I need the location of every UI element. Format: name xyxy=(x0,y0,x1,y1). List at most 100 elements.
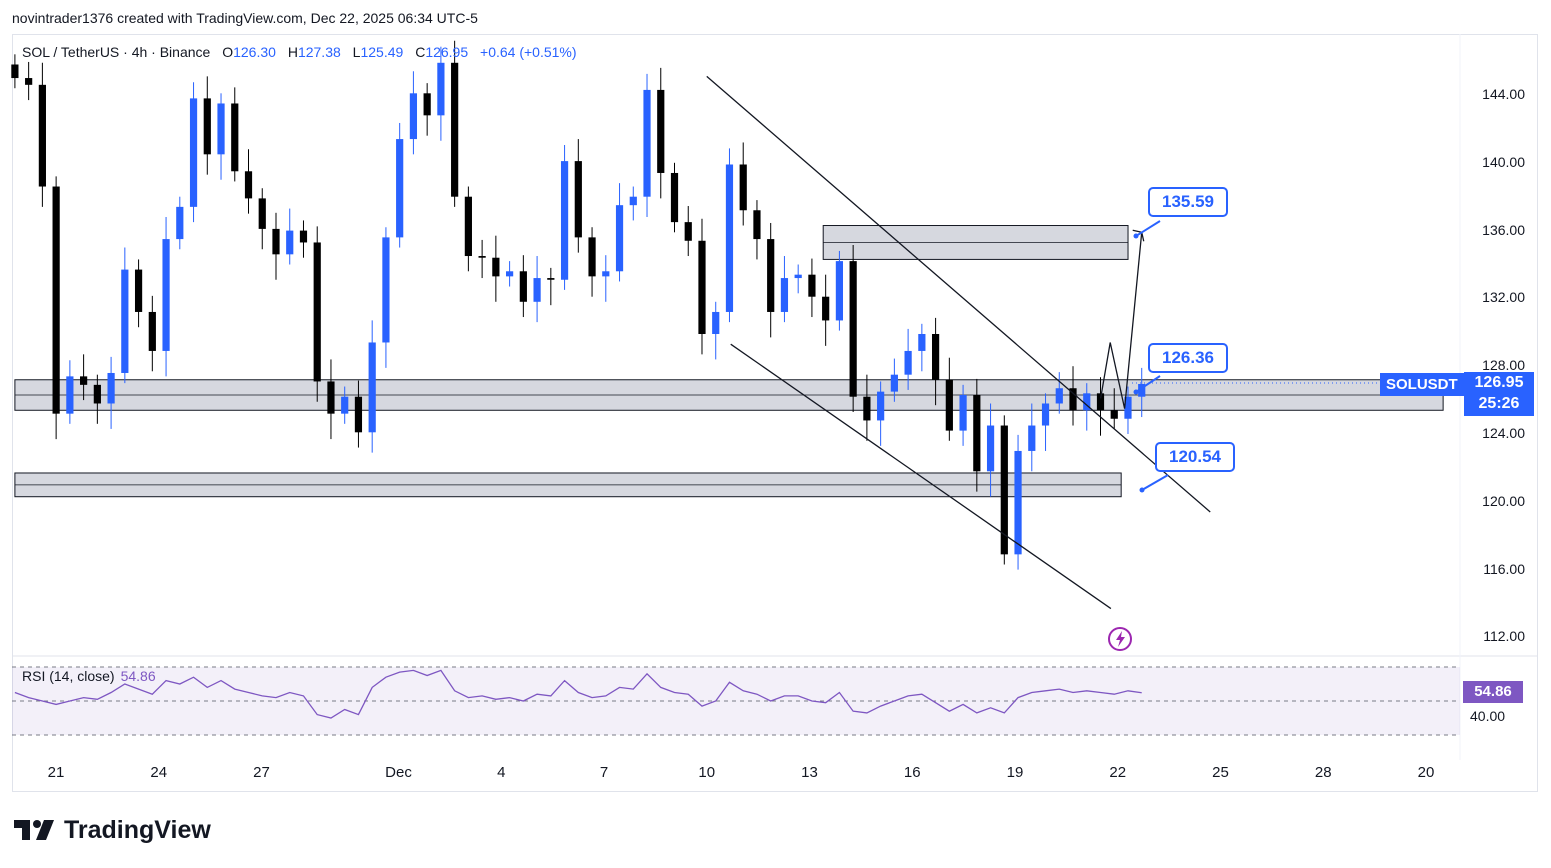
candle-body xyxy=(11,64,19,79)
candle xyxy=(382,227,390,368)
y-tick-label: 124.00 xyxy=(1482,425,1525,441)
candle xyxy=(1055,372,1063,414)
candle xyxy=(409,71,418,155)
candle xyxy=(1000,415,1008,565)
candle xyxy=(327,359,335,440)
candle-body xyxy=(354,396,363,433)
rsi-level-label: 40.00 xyxy=(1470,708,1506,724)
candle xyxy=(258,188,266,250)
x-tick-label: 21 xyxy=(47,764,65,781)
candle xyxy=(162,217,170,377)
candle xyxy=(945,357,953,441)
x-tick-label: 24 xyxy=(150,764,168,781)
candle xyxy=(835,250,844,331)
candle-body xyxy=(396,139,404,238)
change-value: +0.64 (+0.51%) xyxy=(480,44,577,60)
channel-upper-line xyxy=(706,75,1211,513)
channel-lower-line xyxy=(730,343,1112,610)
candle xyxy=(533,256,541,323)
candle xyxy=(1069,366,1077,426)
candle-body xyxy=(66,376,74,414)
tradingview-logo-icon xyxy=(14,819,54,840)
callout-anchor xyxy=(1133,389,1139,395)
candle-body xyxy=(684,222,692,241)
candle-body xyxy=(849,261,857,397)
candle-body xyxy=(25,78,33,85)
candle xyxy=(25,61,33,101)
candle xyxy=(272,212,280,280)
candle xyxy=(904,328,912,390)
candle-body xyxy=(877,391,885,421)
candle-body xyxy=(148,311,156,351)
x-tick-label: 16 xyxy=(903,764,921,781)
candle xyxy=(121,247,129,384)
callout-anchor xyxy=(1133,233,1139,239)
candle-body xyxy=(162,239,170,351)
candle xyxy=(615,183,624,282)
candle-body xyxy=(615,205,624,272)
x-tick-label: 4 xyxy=(497,764,506,781)
callout-mid[interactable]: 126.36 xyxy=(1148,343,1228,373)
candle-body xyxy=(121,269,129,373)
rsi-legend[interactable]: RSI (14, close) 54.86 xyxy=(22,668,156,684)
candle-body xyxy=(176,206,184,240)
callout-low[interactable]: 120.54 xyxy=(1155,442,1235,472)
last-price-value: 126.95 xyxy=(1474,374,1524,391)
candle xyxy=(519,255,527,318)
candle-body xyxy=(423,93,431,116)
candle-body xyxy=(1083,393,1091,411)
candle-body xyxy=(1096,393,1105,411)
candle xyxy=(341,386,349,424)
candle xyxy=(822,274,830,346)
callout-target[interactable]: 135.59 xyxy=(1148,187,1228,217)
x-tick-label: 20 xyxy=(1417,764,1435,781)
candle-body xyxy=(437,62,445,116)
candle xyxy=(959,384,967,446)
y-tick-label: 140.00 xyxy=(1482,153,1525,170)
candle-body xyxy=(1041,403,1050,426)
candle-body xyxy=(519,271,527,302)
candle xyxy=(588,227,596,297)
chart-credit: novintrader1376 created with TradingView… xyxy=(12,10,478,26)
candle-body xyxy=(1069,388,1077,411)
x-tick-label: 27 xyxy=(253,764,270,781)
candle xyxy=(547,267,555,306)
candle xyxy=(877,381,885,446)
x-tick-label: 13 xyxy=(801,764,818,781)
candle-body xyxy=(506,271,514,277)
candle xyxy=(629,186,637,221)
candle-body xyxy=(478,256,486,258)
candle xyxy=(1096,377,1105,436)
lightning-icon[interactable] xyxy=(1108,627,1132,651)
tradingview-logo[interactable]: TradingView xyxy=(14,816,211,845)
candle-body xyxy=(1055,388,1063,404)
candle-body xyxy=(231,103,239,172)
candle xyxy=(217,93,225,180)
x-tick-label: Dec xyxy=(385,764,412,781)
y-tick-label: 128.00 xyxy=(1482,357,1525,374)
candle-body xyxy=(203,98,211,155)
candle xyxy=(890,358,898,402)
candle-body xyxy=(739,164,747,211)
candle-countdown: 25:26 xyxy=(1478,395,1520,412)
candle-body xyxy=(38,84,46,187)
candle-body xyxy=(643,89,651,197)
candle-body xyxy=(780,278,789,312)
drawings-layer xyxy=(706,75,1211,610)
candle xyxy=(244,149,253,214)
candle xyxy=(93,374,101,424)
candle-body xyxy=(1124,396,1132,419)
candle xyxy=(506,261,514,287)
last-price-tag: 126.95 25:26 xyxy=(1464,372,1534,416)
candle xyxy=(38,62,46,207)
candle xyxy=(134,259,143,328)
candle-body xyxy=(272,228,280,255)
candle-body xyxy=(80,376,88,385)
x-tick-label: 7 xyxy=(599,764,609,781)
symbol-label[interactable]: SOL / TetherUS · 4h · Binance xyxy=(22,44,211,60)
candle xyxy=(725,148,734,323)
candle-body xyxy=(973,395,981,472)
candle-body xyxy=(890,374,898,392)
candle xyxy=(698,218,706,355)
